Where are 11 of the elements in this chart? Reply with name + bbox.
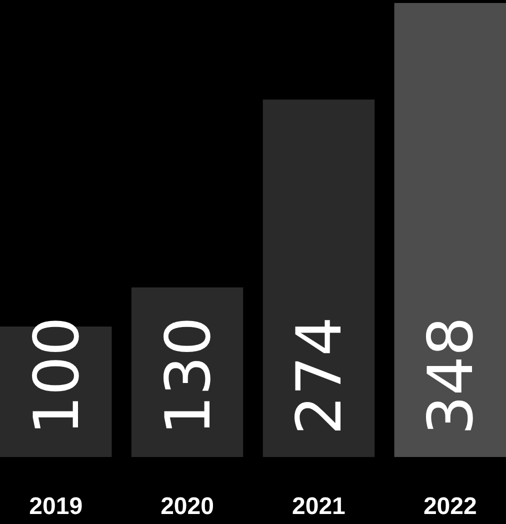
x-tick-label: 2021	[292, 493, 346, 520]
bar	[394, 3, 506, 457]
data-label: 130	[151, 316, 224, 435]
data-label: 274	[282, 316, 356, 435]
bar	[262, 100, 375, 457]
data-label: 348	[414, 316, 488, 435]
x-tick-label: 2020	[160, 493, 214, 520]
x-tick-label: 2022	[423, 493, 477, 520]
data-label: 100	[20, 316, 93, 435]
bar	[131, 287, 244, 457]
x-tick-label: 2019	[29, 493, 83, 520]
